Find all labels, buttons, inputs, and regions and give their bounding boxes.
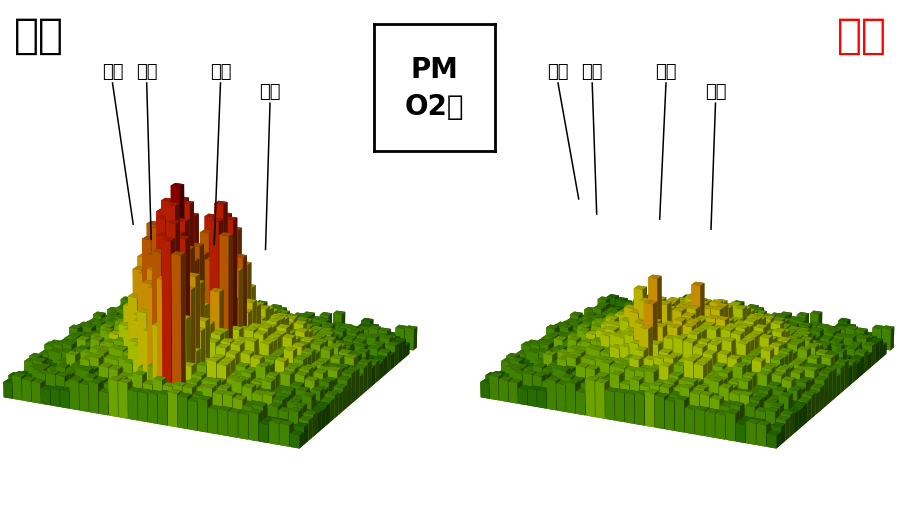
Text: 新宿: 新宿 [581, 63, 603, 81]
Text: 新宿: 新宿 [136, 63, 158, 81]
Text: PM
O2時: PM O2時 [404, 56, 464, 121]
Text: 休日: 休日 [836, 15, 886, 57]
Text: 平日: 平日 [14, 15, 64, 57]
Text: 東京: 東京 [259, 83, 281, 101]
Text: 池袋: 池袋 [210, 63, 231, 81]
Text: 東京: 東京 [705, 83, 726, 101]
Text: 渋谷: 渋谷 [547, 63, 569, 81]
Text: 渋谷: 渋谷 [102, 63, 123, 81]
Text: 池袋: 池袋 [655, 63, 677, 81]
